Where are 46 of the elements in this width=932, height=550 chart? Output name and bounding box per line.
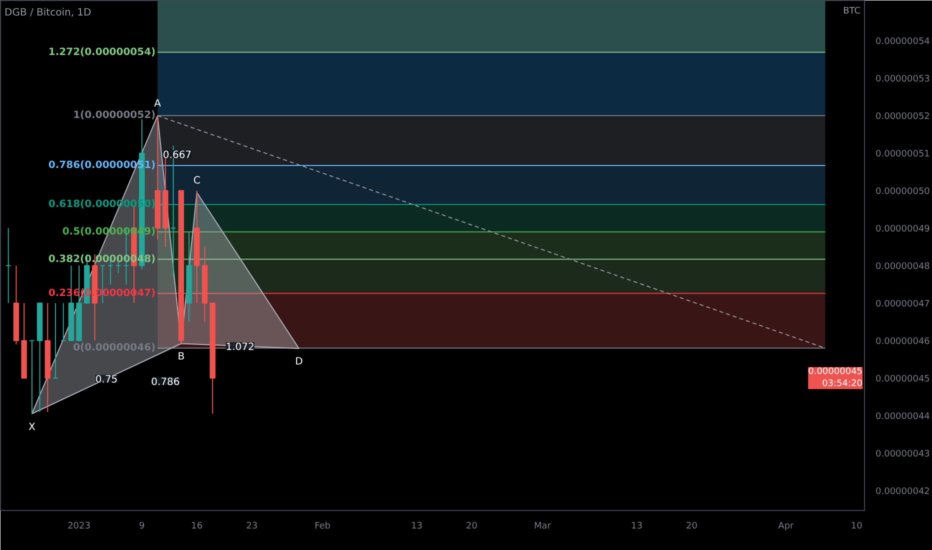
x-tick-label: 20 <box>466 522 478 532</box>
x-tick-label: Apr <box>778 522 794 532</box>
y-tick-label: 0.00000054 <box>876 37 930 48</box>
y-tick-label: 0.00000043 <box>876 450 930 460</box>
annotation: 0.786 <box>151 377 180 388</box>
y-tick-label: 0.00000046 <box>876 337 930 348</box>
y-tick-label: 0.00000044 <box>876 412 930 422</box>
y-tick-label: 0.00000051 <box>876 150 930 160</box>
y-axis-title: BTC <box>843 6 861 16</box>
candlestick <box>29 340 35 414</box>
ref-line-label: 1(0.00000052) <box>73 110 156 122</box>
text: DGB / Bitcoin, 1D <box>4 8 92 18</box>
y-tick-label: 0.00000049 <box>876 224 930 235</box>
x-tick-label: 20 <box>686 522 698 532</box>
ref-line-label: 0(0.00000046) <box>73 342 156 354</box>
y-tick-label: 0.00000045 <box>876 374 930 385</box>
x-tick-label: 23 <box>246 522 258 532</box>
annotation: 0.667 <box>162 150 192 162</box>
x-tick-label: Mar <box>534 522 552 532</box>
x-tick-label: 2023 <box>68 522 90 532</box>
annotation: A <box>154 98 162 110</box>
x-tick-label: 10 <box>850 522 863 532</box>
annotation: D <box>295 356 304 368</box>
annotation: 0.00000045 03:54:20 <box>808 367 863 390</box>
y-tick-label: 0.00000042 <box>876 487 930 498</box>
ref-line-label: 1.272(0.00000054) <box>48 46 156 58</box>
y-tick-label: 0.00000052 <box>876 112 930 122</box>
x-tick-label: 9 <box>139 522 146 532</box>
y-tick-label: 0.00000047 <box>876 300 930 310</box>
annotation: 1.072 <box>226 342 254 354</box>
x-tick-label: 13 <box>630 522 642 532</box>
annotation: 0.75 <box>95 374 118 386</box>
x-tick-label: 16 <box>191 522 203 532</box>
annotation: C <box>193 176 200 186</box>
ref-line-label: 0.382(0.00000048) <box>48 254 156 265</box>
x-tick-label: Feb <box>314 522 331 532</box>
candlestick <box>6 228 12 304</box>
y-tick-label: 0.00000053 <box>876 74 930 85</box>
x-tick-label: 13 <box>411 522 423 532</box>
annotation: B <box>178 352 185 363</box>
y-tick-label: 0.00000048 <box>876 262 930 272</box>
annotation: X <box>28 422 36 433</box>
candlestick <box>60 302 66 342</box>
ref-line-label: 0.5(0.00000049) <box>62 226 156 238</box>
candlestick <box>52 302 58 379</box>
y-tick-label: 0.00000050 <box>876 187 930 198</box>
